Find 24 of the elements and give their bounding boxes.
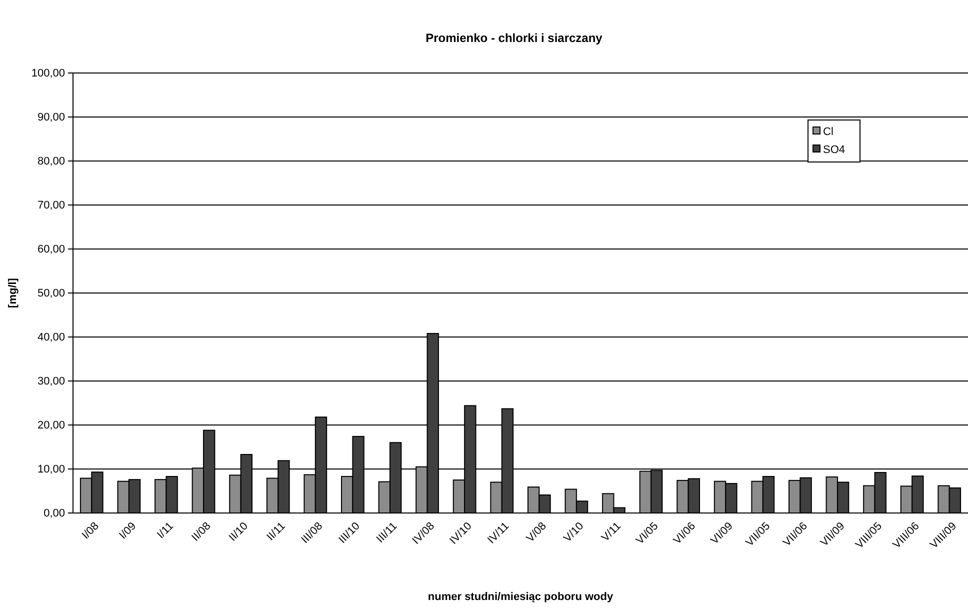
x-tick-label: V/08 [524,520,549,545]
legend-label: Cl [823,126,834,138]
legend-label: SO4 [823,144,846,156]
y-tick-label: 100,00 [31,68,65,80]
y-tick-label: 80,00 [37,156,65,168]
x-tick-label: V/11 [600,520,624,544]
x-tick-label: II/11 [264,520,288,544]
y-tick-label: 70,00 [37,200,65,212]
y-tick-label: 20,00 [37,420,65,432]
x-axis-title: numer studni/miesiąc poboru wody [428,591,614,603]
chart-title: Promienko - chlorki i siarczany [426,31,603,45]
x-tick-label: I/11 [155,520,176,542]
y-tick-label: 40,00 [37,332,65,344]
y-tick-label: 0,00 [44,508,65,520]
x-tick-label: V/10 [562,520,586,545]
x-tick-label: II/10 [226,520,250,544]
y-tick-label: 10,00 [37,464,65,476]
x-tick-label: I/09 [117,520,139,542]
y-tick-label: 90,00 [37,112,65,124]
x-tick-label: I/08 [80,520,102,542]
y-tick-label: 50,00 [37,288,65,300]
y-tick-label: 30,00 [37,376,65,388]
y-axis-title: [mg/l] [7,278,19,308]
y-tick-label: 60,00 [37,244,65,256]
